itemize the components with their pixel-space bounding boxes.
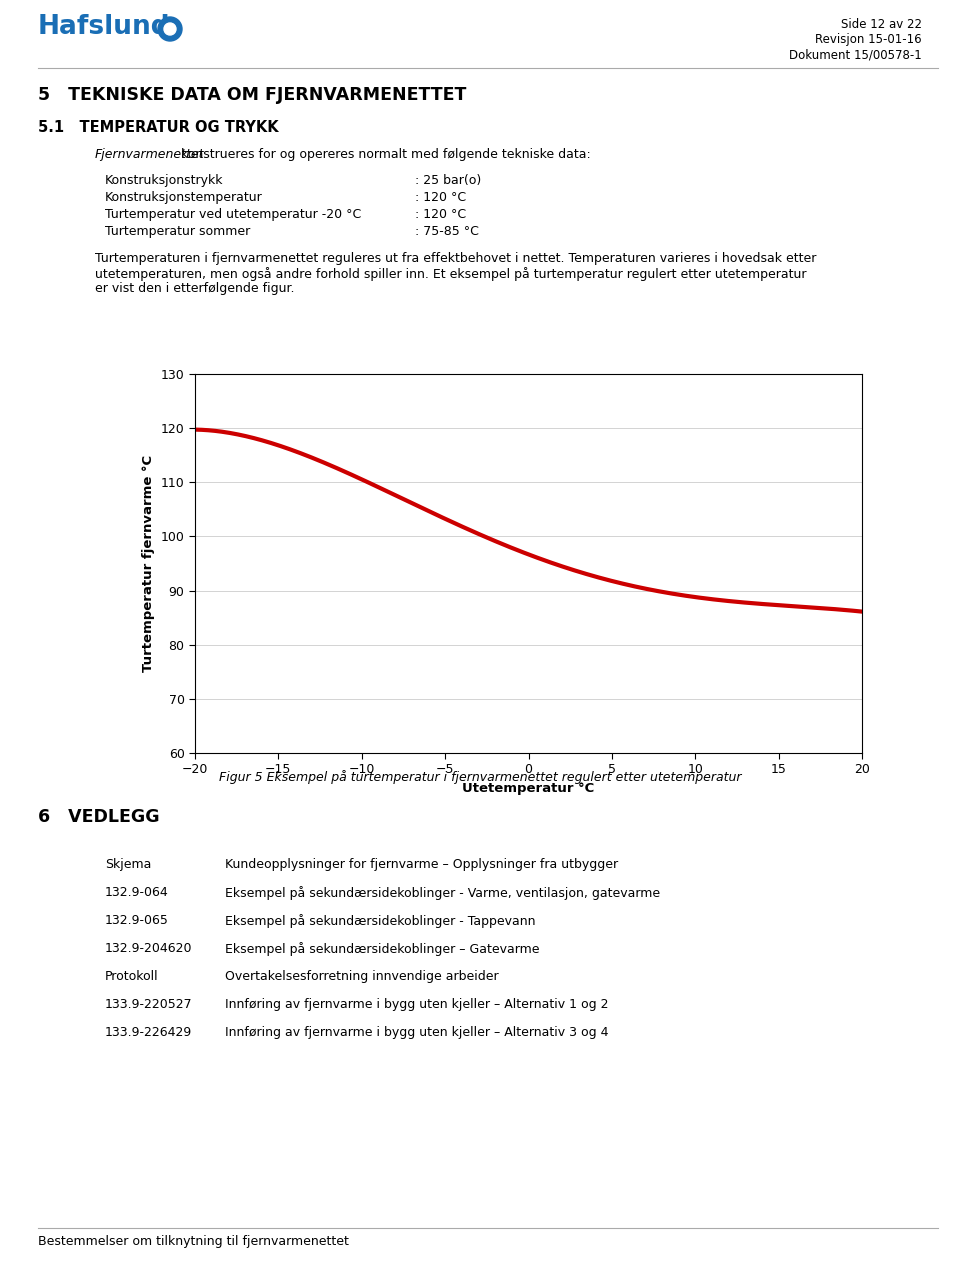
Text: Fjernvarmenettet: Fjernvarmenettet xyxy=(95,148,204,161)
Text: Konstruksjonstemperatur: Konstruksjonstemperatur xyxy=(105,191,263,204)
Text: konstrueres for og opereres normalt med følgende tekniske data:: konstrueres for og opereres normalt med … xyxy=(177,148,590,161)
Text: 6   VEDLEGG: 6 VEDLEGG xyxy=(38,808,159,825)
Text: Protokoll: Protokoll xyxy=(105,970,158,982)
Text: Kundeopplysninger for fjernvarme – Opplysninger fra utbygger: Kundeopplysninger for fjernvarme – Opply… xyxy=(225,858,618,871)
Text: Overtakelsesforretning innvendige arbeider: Overtakelsesforretning innvendige arbeid… xyxy=(225,970,498,982)
Text: 133.9-226429: 133.9-226429 xyxy=(105,1025,192,1039)
Text: Dokument 15/00578-1: Dokument 15/00578-1 xyxy=(789,48,922,61)
Text: Figur 5 Eksempel på turtemperatur i fjernvarmenettet regulert etter utetemperatu: Figur 5 Eksempel på turtemperatur i fjer… xyxy=(219,770,741,784)
Text: Eksempel på sekundærsidekoblinger – Gatevarme: Eksempel på sekundærsidekoblinger – Gate… xyxy=(225,942,540,956)
Circle shape xyxy=(164,23,176,35)
Text: 132.9-065: 132.9-065 xyxy=(105,914,169,927)
Text: Turtemperatur sommer: Turtemperatur sommer xyxy=(105,225,251,238)
Text: Innføring av fjernvarme i bygg uten kjeller – Alternativ 1 og 2: Innføring av fjernvarme i bygg uten kjel… xyxy=(225,998,609,1012)
Text: : 25 bar(o): : 25 bar(o) xyxy=(415,173,481,187)
Text: : 120 °C: : 120 °C xyxy=(415,208,467,222)
Text: : 75-85 °C: : 75-85 °C xyxy=(415,225,479,238)
Text: Turtemperatur ved utetemperatur -20 °C: Turtemperatur ved utetemperatur -20 °C xyxy=(105,208,361,222)
X-axis label: Utetemperatur °C: Utetemperatur °C xyxy=(463,782,594,795)
Text: 5.1   TEMPERATUR OG TRYKK: 5.1 TEMPERATUR OG TRYKK xyxy=(38,120,278,135)
Text: Eksempel på sekundærsidekoblinger - Tappevann: Eksempel på sekundærsidekoblinger - Tapp… xyxy=(225,914,536,928)
Text: utetemperaturen, men også andre forhold spiller inn. Et eksempel på turtemperatu: utetemperaturen, men også andre forhold … xyxy=(95,267,806,281)
Text: : 120 °C: : 120 °C xyxy=(415,191,467,204)
Y-axis label: Turtemperatur fjernvarme °C: Turtemperatur fjernvarme °C xyxy=(142,454,156,672)
Text: er vist den i etterfølgende figur.: er vist den i etterfølgende figur. xyxy=(95,282,295,295)
Text: 5   TEKNISKE DATA OM FJERNVARMENETTET: 5 TEKNISKE DATA OM FJERNVARMENETTET xyxy=(38,86,467,104)
Text: 133.9-220527: 133.9-220527 xyxy=(105,998,193,1012)
Text: Turtemperaturen i fjernvarmenettet reguleres ut fra effektbehovet i nettet. Temp: Turtemperaturen i fjernvarmenettet regul… xyxy=(95,252,816,265)
Text: Konstruksjonstrykk: Konstruksjonstrykk xyxy=(105,173,224,187)
Text: 132.9-064: 132.9-064 xyxy=(105,886,169,899)
Text: Hafslund: Hafslund xyxy=(38,14,171,41)
Text: Revisjon 15-01-16: Revisjon 15-01-16 xyxy=(815,33,922,46)
Text: Innføring av fjernvarme i bygg uten kjeller – Alternativ 3 og 4: Innføring av fjernvarme i bygg uten kjel… xyxy=(225,1025,609,1039)
Text: 132.9-204620: 132.9-204620 xyxy=(105,942,193,955)
Text: Eksempel på sekundærsidekoblinger - Varme, ventilasjon, gatevarme: Eksempel på sekundærsidekoblinger - Varm… xyxy=(225,886,660,900)
Text: Side 12 av 22: Side 12 av 22 xyxy=(841,18,922,30)
Text: Skjema: Skjema xyxy=(105,858,152,871)
Text: Bestemmelser om tilknytning til fjernvarmenettet: Bestemmelser om tilknytning til fjernvar… xyxy=(38,1236,348,1248)
Circle shape xyxy=(158,16,182,41)
